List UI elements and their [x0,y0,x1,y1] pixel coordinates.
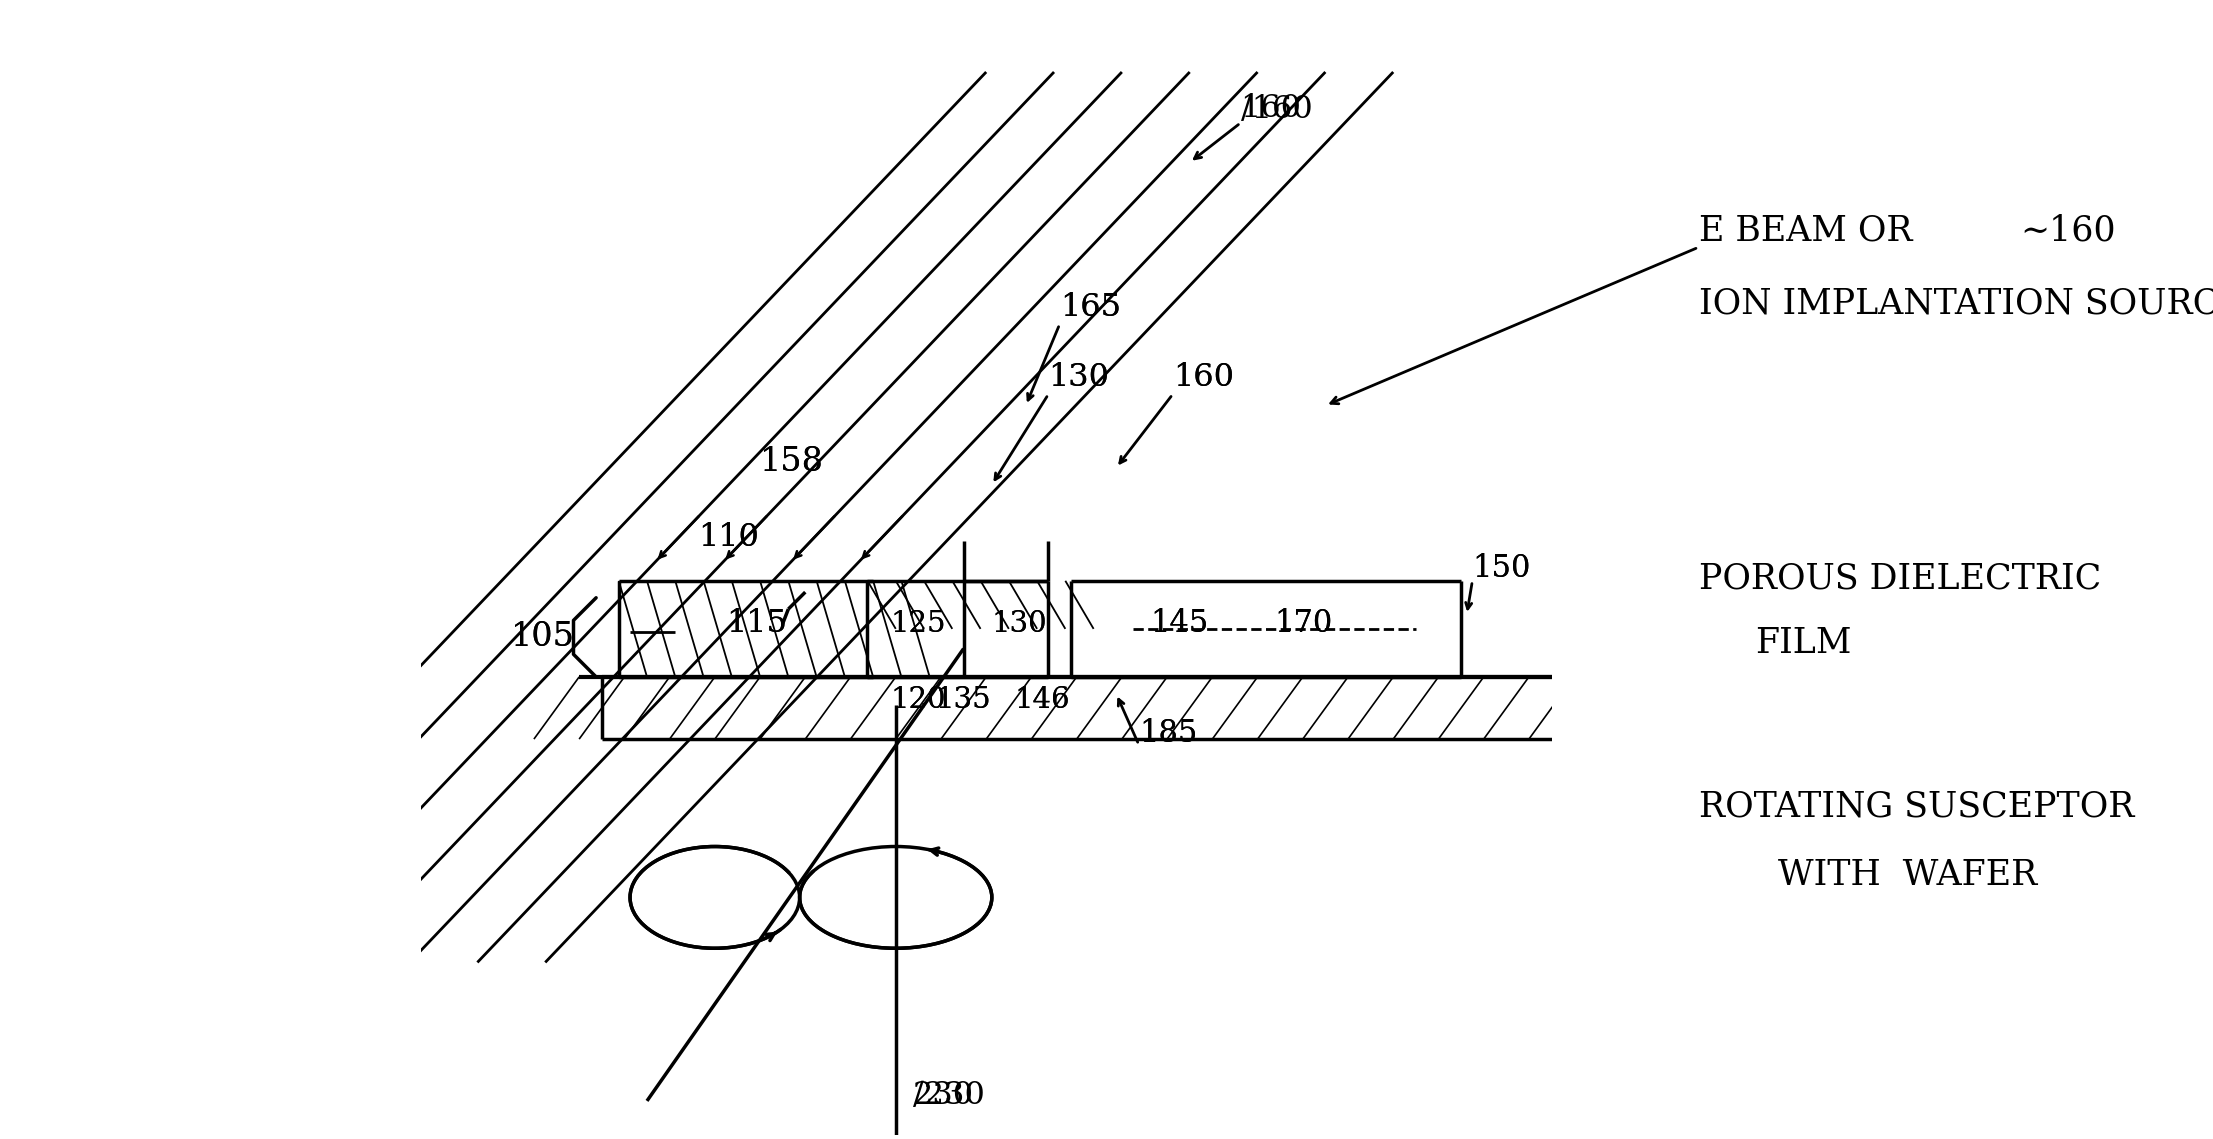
Text: 110: 110 [697,523,759,554]
Text: 125: 125 [890,609,945,638]
Text: 135: 135 [936,686,991,713]
Text: ∕230: ∕230 [912,1080,985,1111]
Text: 125: 125 [890,609,945,638]
Text: 185: 185 [1140,718,1197,749]
Text: 158: 158 [759,446,823,478]
Text: 185: 185 [1140,718,1197,749]
Text: 105: 105 [511,622,575,654]
Text: 160: 160 [1173,362,1235,393]
Text: 110: 110 [697,523,759,554]
Text: 130: 130 [1049,362,1109,393]
Text: 165: 165 [1060,292,1120,322]
Text: 150: 150 [1472,552,1531,584]
Text: 170: 170 [1275,608,1332,639]
Text: 158: 158 [759,446,823,478]
Text: 145: 145 [1151,608,1208,639]
Text: FILM: FILM [1755,626,1852,659]
Text: 120: 120 [890,686,945,713]
Text: POROUS DIELECTRIC: POROUS DIELECTRIC [1700,562,2100,596]
Text: 160: 160 [1173,362,1235,393]
Text: 120: 120 [890,686,945,713]
Text: 146: 146 [1014,686,1071,713]
Text: 160: 160 [1241,92,1301,124]
Text: 230: 230 [912,1080,974,1111]
Text: 130: 130 [991,609,1047,638]
Text: ∕160: ∕160 [1241,92,1312,124]
Text: ∼160: ∼160 [2020,213,2116,247]
Text: 115: 115 [726,608,788,639]
Text: 165: 165 [1060,292,1120,322]
Text: ION IMPLANTATION SOURCE: ION IMPLANTATION SOURCE [1700,287,2213,321]
Text: E BEAM OR: E BEAM OR [1700,213,1912,247]
Text: 170: 170 [1275,608,1332,639]
Text: 135: 135 [936,686,991,713]
Text: 150: 150 [1472,552,1531,584]
Text: 146: 146 [1014,686,1071,713]
Text: 130: 130 [1049,362,1109,393]
Text: 130: 130 [991,609,1047,638]
Text: ROTATING SUSCEPTOR: ROTATING SUSCEPTOR [1700,790,2133,823]
Text: 115: 115 [726,608,788,639]
Text: 105: 105 [511,622,575,654]
Text: 145: 145 [1151,608,1208,639]
Text: WITH  WAFER: WITH WAFER [1777,858,2036,892]
